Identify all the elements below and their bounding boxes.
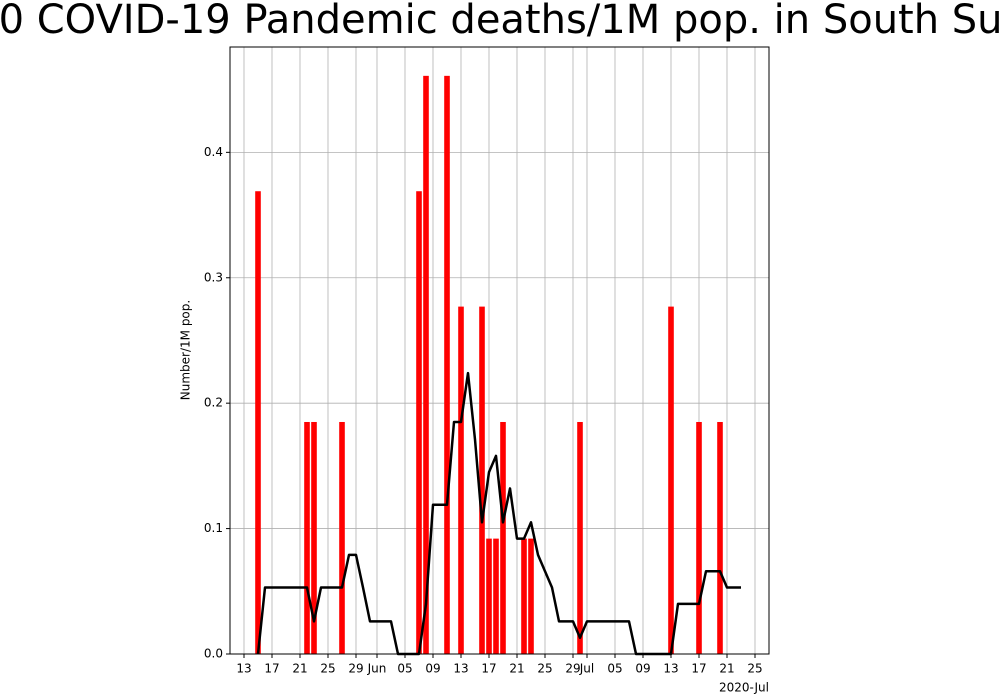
bar (577, 421, 583, 654)
plot-frame (229, 46, 770, 655)
bar (458, 306, 464, 654)
y-tick-label: 0.4 (204, 145, 223, 159)
chart-title: 2020 COVID-19 Pandemic deaths/1M pop. in… (0, 0, 1000, 43)
x-offset-label: 2020-Jul (719, 681, 769, 695)
x-tick-label: 09 (425, 662, 440, 676)
x-tick-label: 13 (453, 662, 468, 676)
y-tick-label: 0.3 (204, 270, 223, 284)
x-tick-label: 29 (348, 662, 363, 676)
x-tick-label: 13 (663, 662, 678, 676)
bar (311, 421, 317, 654)
x-tick-label: 05 (397, 662, 412, 676)
x-tick-label: 05 (607, 662, 622, 676)
x-tick-label: Jul (579, 662, 594, 676)
bar (416, 191, 422, 654)
x-tick-label: 13 (236, 662, 251, 676)
x-tick-label: 25 (537, 662, 552, 676)
bar (339, 421, 345, 654)
bar (500, 421, 506, 654)
bar (304, 421, 310, 654)
y-tick-label: 0.2 (204, 396, 223, 410)
bar (486, 538, 492, 654)
bar (696, 421, 702, 654)
bar (479, 306, 485, 654)
bar (444, 75, 450, 655)
x-tick-label: 29 (565, 662, 580, 676)
x-tick-label: 17 (481, 662, 496, 676)
x-tick-label: 21 (292, 662, 307, 676)
x-tick-label: 17 (691, 662, 706, 676)
bar (668, 306, 674, 654)
x-tick-label: 17 (264, 662, 279, 676)
y-tick-label: 0.0 (204, 647, 223, 661)
bar (493, 538, 499, 654)
bar (423, 75, 429, 655)
x-tick-label: 25 (320, 662, 335, 676)
x-tick-label: 25 (747, 662, 762, 676)
bar (528, 538, 534, 654)
x-tick-label: 21 (509, 662, 524, 676)
x-tick-label: 21 (719, 662, 734, 676)
x-tick-label: Jun (367, 662, 387, 676)
bar (521, 538, 527, 654)
bar (717, 421, 723, 654)
y-axis-label: Number/1M pop. (179, 300, 193, 400)
y-tick-label: 0.1 (204, 521, 223, 535)
x-tick-label: 09 (635, 662, 650, 676)
bar (255, 191, 261, 654)
